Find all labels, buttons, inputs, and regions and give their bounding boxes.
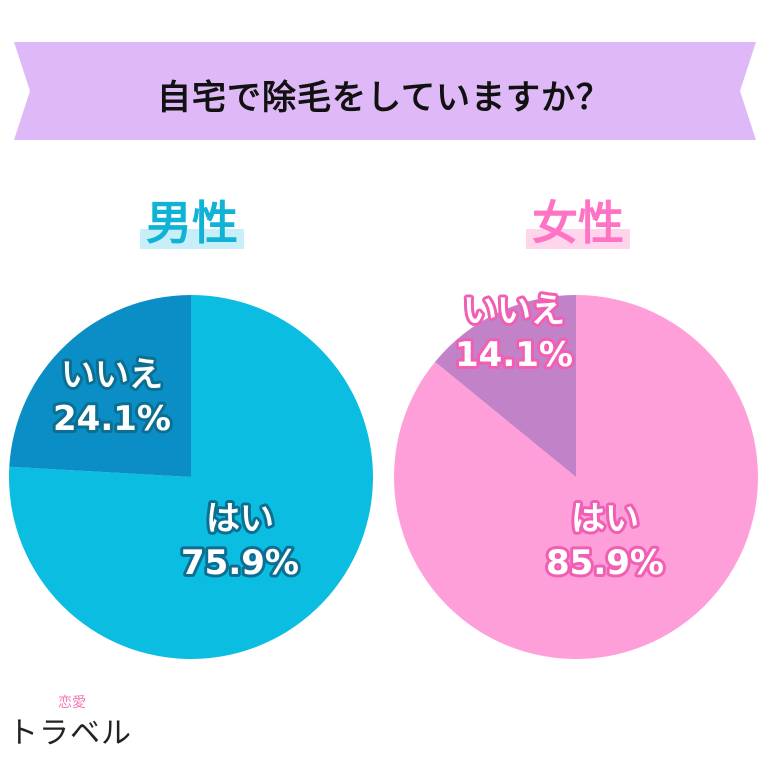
logo-main-text: トラベル	[8, 716, 132, 751]
pie-female-category-label-yes: はい	[571, 499, 639, 539]
banner-ribbon	[14, 42, 756, 140]
male-pie-title: 男性	[92, 196, 292, 250]
chart-question-title: 自宅で除毛をしていますか？	[157, 78, 611, 118]
title-banner	[14, 42, 756, 140]
female-pie-title: 女性	[478, 196, 678, 250]
pie-male-value-label-no: 24.1%	[53, 399, 171, 439]
pie-male-slice-no	[9, 295, 192, 477]
pie-female-value-label-no: 14.1%	[455, 335, 573, 375]
site-logo: 恋愛 トラベル	[8, 690, 148, 760]
pie-male-category-label-no: いいえ	[61, 355, 163, 395]
pie-male-slice-yes	[8, 295, 373, 659]
pie-female-slice-yes	[393, 295, 758, 659]
pie-male-value-label-yes: 75.9%	[181, 543, 299, 583]
pie-female-category-label-no: いいえ	[463, 291, 565, 331]
logo-top-text: 恋愛	[58, 695, 86, 711]
pie-female-value-label-yes: 85.9%	[546, 543, 664, 583]
pie-male-category-label-yes: はい	[206, 499, 274, 539]
pie-female-slice-no	[435, 295, 576, 477]
